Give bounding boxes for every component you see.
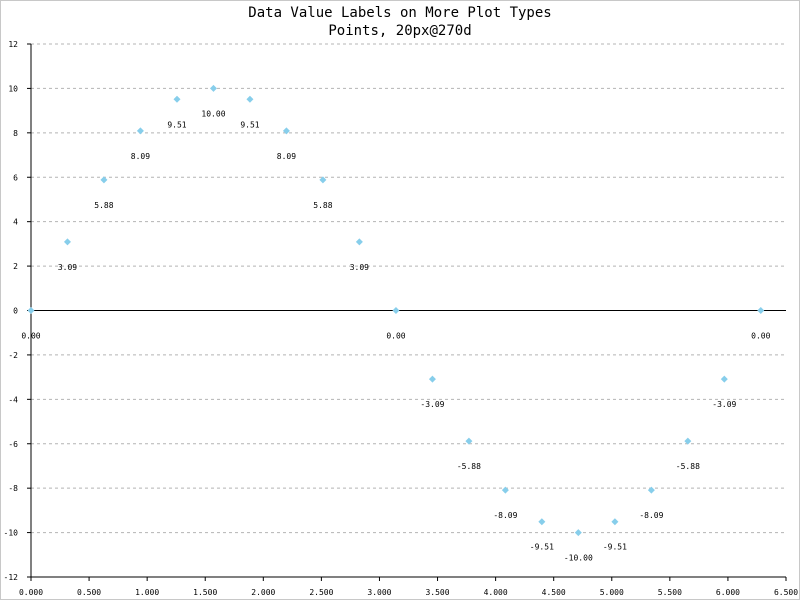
data-point (647, 486, 655, 494)
data-point (136, 127, 144, 135)
data-point (319, 176, 327, 184)
y-tick-label: -12 (4, 573, 19, 582)
x-tick-label: 3.000 (367, 588, 391, 597)
x-tick-label: 2.000 (251, 588, 275, 597)
x-tick-label: 0.500 (77, 588, 101, 597)
data-point (757, 307, 765, 314)
data-point (27, 307, 35, 314)
data-value-label: 3.09 (350, 263, 369, 272)
data-value-label: -3.09 (712, 400, 736, 409)
data-value-label: 5.88 (94, 201, 113, 210)
data-value-label: 8.09 (277, 152, 296, 161)
data-point (100, 176, 108, 184)
data-value-label: 0.00 (386, 332, 405, 341)
data-point (538, 518, 546, 526)
y-tick-label: 4 (13, 218, 18, 227)
x-tick-label: 3.500 (425, 588, 449, 597)
data-value-label: -10.00 (564, 554, 593, 563)
data-value-label: -9.51 (530, 543, 554, 552)
data-point (355, 238, 363, 246)
x-tick-label: 6.500 (774, 588, 798, 597)
x-tick-label: 4.000 (484, 588, 508, 597)
x-tick-label: 0.000 (19, 588, 43, 597)
x-axis-ticks: 0.000 0.500 1.000 1.500 2.000 2.500 3.000 3.500… (19, 577, 798, 597)
data-value-label: 0.00 (751, 332, 770, 341)
y-tick-label: 0 (13, 307, 18, 316)
data-point (209, 84, 217, 92)
data-value-label: -5.88 (457, 462, 481, 471)
chart-subtitle: Points, 20px@270d (328, 23, 472, 39)
data-value-label: -8.09 (639, 511, 663, 520)
data-value-label: -9.51 (603, 543, 627, 552)
x-tick-label: 1.500 (193, 588, 217, 597)
y-tick-label: -4 (8, 395, 18, 404)
x-tick-label: 5.000 (600, 588, 624, 597)
data-value-label: 3.09 (58, 263, 77, 272)
data-point (392, 307, 400, 314)
data-point (63, 238, 71, 246)
y-tick-label: -6 (8, 440, 18, 449)
y-tick-label: 12 (8, 40, 18, 49)
data-point (720, 375, 728, 383)
data-points (27, 84, 765, 537)
x-tick-label: 5.500 (658, 588, 682, 597)
data-point (611, 518, 619, 526)
y-tick-label: 10 (8, 84, 18, 93)
data-labels: 0.00 3.09 5.88 8.09 9.51 10.00 9.51 8.09 5.88 3.0… (21, 109, 770, 562)
chart-title: Data Value Labels on More Plot Types (248, 5, 552, 21)
x-tick-label: 4.500 (542, 588, 566, 597)
y-tick-label: 8 (13, 129, 18, 138)
y-axis-ticks: 12 10 8 6 4 2 0 -2 -4 -6 -8 -10 -12 (4, 40, 31, 582)
data-point (574, 529, 582, 537)
data-value-label: 8.09 (131, 152, 150, 161)
x-tick-label: 1.000 (135, 588, 159, 597)
data-value-label: 10.00 (201, 109, 225, 118)
data-point (246, 95, 254, 103)
data-point (684, 437, 692, 445)
x-tick-label: 6.000 (716, 588, 740, 597)
axes (30, 44, 786, 578)
y-tick-label: 2 (13, 262, 18, 271)
x-tick-label: 2.500 (309, 588, 333, 597)
data-point (428, 375, 436, 383)
data-value-label: 5.88 (313, 201, 332, 210)
data-value-label: 9.51 (240, 120, 259, 129)
data-point (282, 127, 290, 135)
y-tick-label: 6 (13, 173, 18, 182)
data-point (173, 95, 181, 103)
data-point (501, 486, 509, 494)
y-tick-label: -2 (8, 351, 18, 360)
data-value-label: 9.51 (167, 120, 186, 129)
data-point (465, 437, 473, 445)
data-value-label: -3.09 (420, 400, 444, 409)
data-value-label: 0.00 (21, 332, 40, 341)
data-value-label: -5.88 (676, 462, 700, 471)
y-tick-label: -10 (4, 529, 19, 538)
y-tick-label: -8 (8, 484, 18, 493)
data-value-label: -8.09 (493, 511, 517, 520)
